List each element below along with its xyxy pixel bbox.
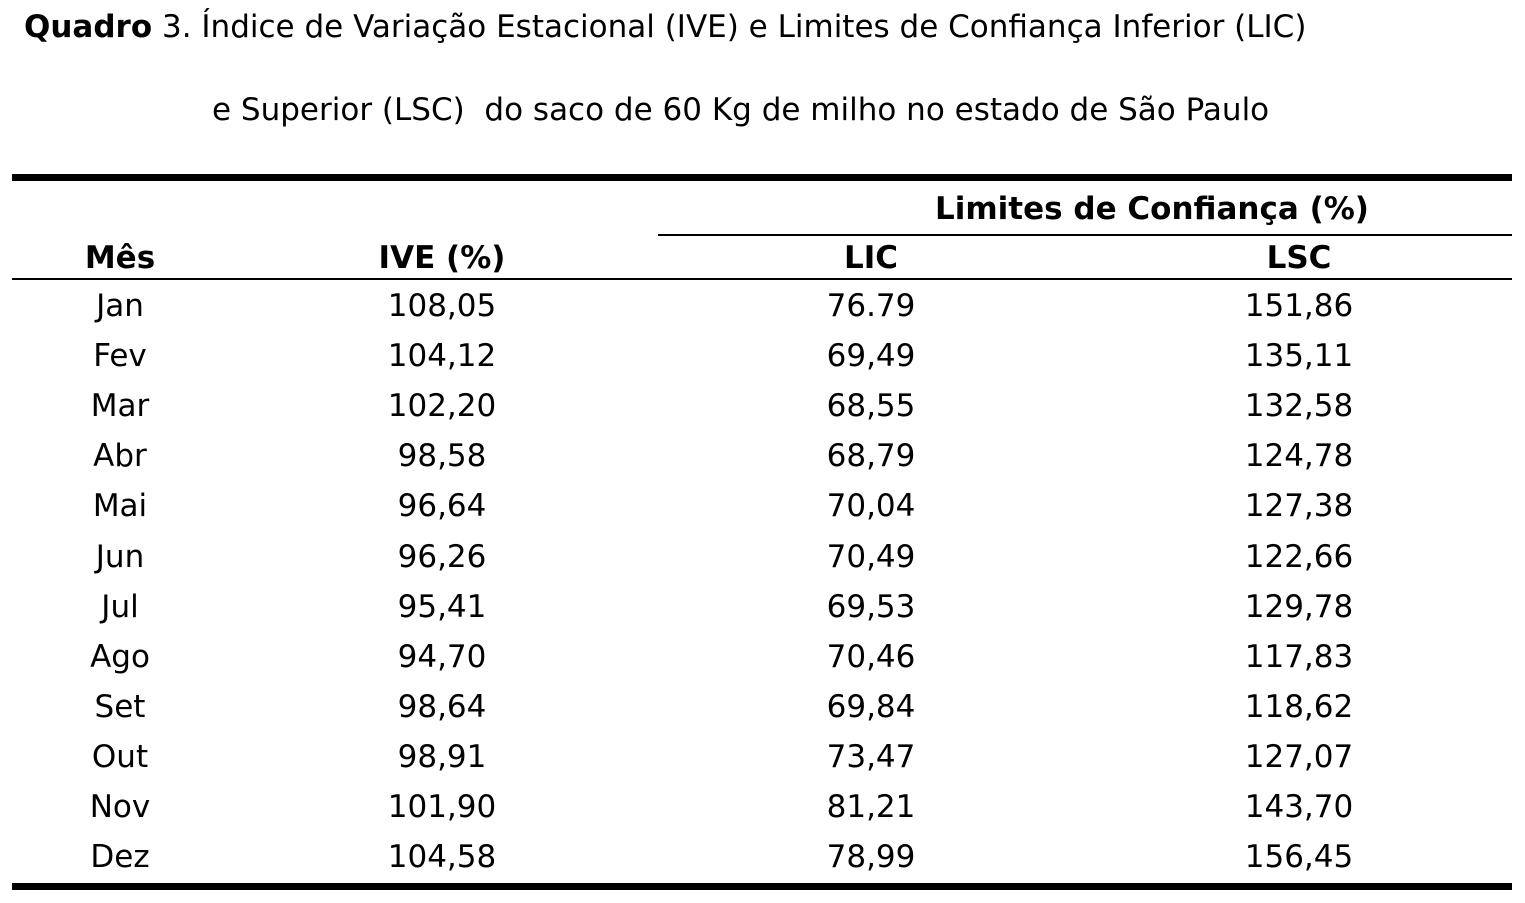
month-cell: Set [94,688,146,725]
value-cell: 156,45 [1244,839,1354,876]
value-cell: 118,62 [1244,688,1354,725]
top-rule [12,174,1512,181]
header-rule [12,278,1512,280]
title-line-2: e Superior (LSC) do saco de 60 Kg de mil… [212,92,1270,128]
column-header: LIC [843,240,899,276]
title-text: 3. Índice de Variação Estacional (IVE) e… [161,9,1307,45]
month-cell: Dez [90,839,150,876]
value-cell: 96,26 [397,538,487,575]
month-cell: Jun [95,538,145,575]
value-cell: 94,70 [397,638,487,675]
value-cell: 102,20 [387,388,497,425]
value-cell: 95,41 [397,588,487,625]
value-cell: 70,49 [826,538,916,575]
month-cell: Mai [92,488,148,525]
value-cell: 127,38 [1244,488,1354,525]
month-cell: Abr [93,438,147,475]
value-cell: 151,86 [1244,288,1354,324]
value-cell: 73,47 [826,738,916,775]
value-cell: 122,66 [1244,538,1354,575]
value-cell: 108,05 [387,288,497,324]
value-cell: 101,90 [387,789,497,825]
value-cell: 76.79 [826,288,916,324]
value-cell: 127,07 [1244,738,1354,775]
value-cell: 124,78 [1244,438,1354,475]
value-cell: 70,04 [826,488,916,525]
value-cell: 98,64 [397,688,487,725]
title-line-1: Quadro 3. Índice de Variação Estacional … [24,12,1306,43]
value-cell: 68,55 [826,388,916,425]
value-cell: 69,53 [826,588,916,625]
group-header: Limites de Confiança (%) [935,191,1369,227]
month-cell: Jan [96,288,144,324]
value-cell: 117,83 [1244,638,1354,675]
value-cell: 78,99 [826,839,916,876]
month-cell: Out [91,738,149,775]
column-header: IVE (%) [378,240,506,276]
month-cell: Ago [90,638,150,675]
column-header: LSC [1266,240,1332,276]
value-cell: 132,58 [1244,388,1354,425]
value-cell: 69,84 [826,688,916,725]
value-cell: 96,64 [397,488,487,525]
value-cell: 68,79 [826,438,916,475]
value-cell: 70,46 [826,638,916,675]
value-cell: 69,49 [826,338,916,375]
month-cell: Fev [93,338,147,375]
title-label: Quadro [24,9,153,45]
value-cell: 129,78 [1244,588,1354,625]
month-cell: Nov [89,789,151,825]
value-cell: 143,70 [1244,789,1354,825]
value-cell: 98,91 [397,738,487,775]
value-cell: 81,21 [826,789,916,825]
bottom-rule [12,883,1512,890]
column-header: Mês [84,240,156,276]
value-cell: 104,58 [387,839,497,876]
month-cell: Jul [101,588,139,625]
group-rule [658,234,1512,236]
value-cell: 135,11 [1244,338,1354,375]
value-cell: 104,12 [387,338,497,375]
month-cell: Mar [90,388,150,425]
value-cell: 98,58 [397,438,487,475]
